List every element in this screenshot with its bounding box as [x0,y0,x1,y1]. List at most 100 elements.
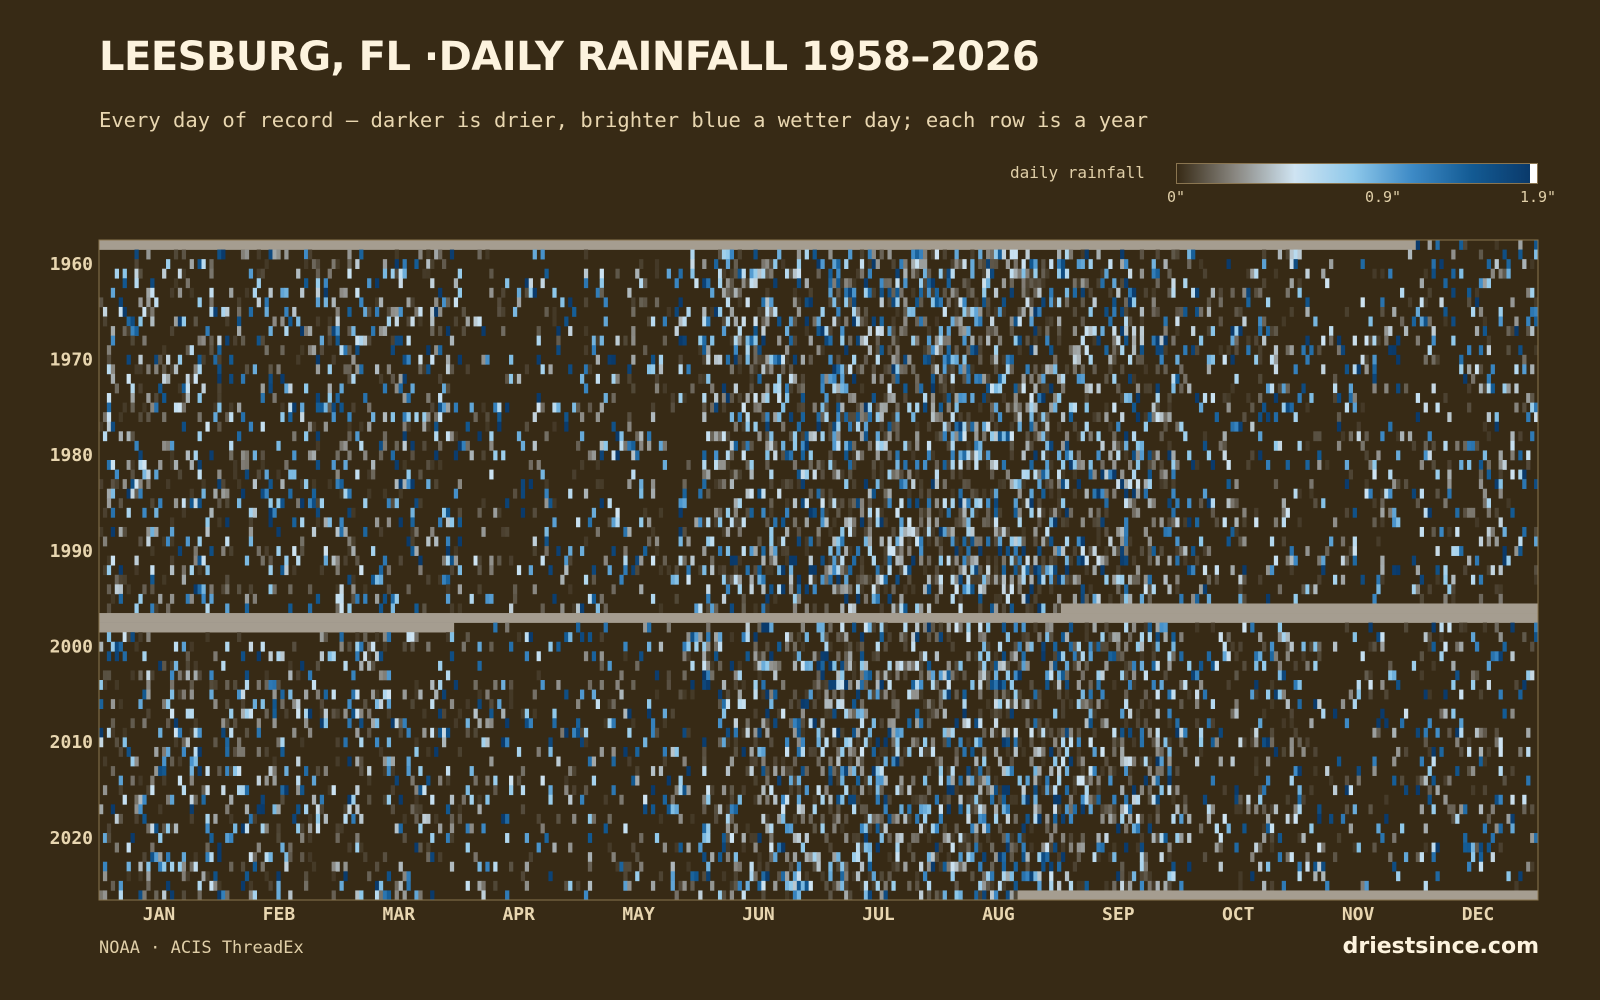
day-cell [800,479,805,489]
day-cell [832,460,837,470]
day-cell [1368,670,1373,681]
day-cell [260,383,265,394]
day-cell [169,593,175,604]
day-cell [978,718,983,729]
day-cell [118,641,123,652]
day-cell [288,316,293,327]
day-cell [1419,651,1424,662]
day-cell [1400,316,1405,327]
day-cell [1088,431,1093,442]
day-cell [1029,584,1034,595]
day-cell [725,574,731,585]
day-cell [1289,546,1294,556]
day-cell [1135,354,1141,365]
day-cell [828,526,833,537]
day-cell [832,555,837,566]
day-cell [1210,699,1216,709]
day-cell [189,259,194,269]
day-cell [1001,373,1007,384]
day-cell [1045,632,1050,643]
day-cell [765,727,770,738]
day-cell [1230,421,1235,432]
day-cell [449,364,455,375]
day-cell [497,412,502,423]
day-cell [213,402,218,413]
day-cell [402,354,407,365]
day-cell [386,632,392,643]
day-cell [142,507,147,518]
day-cell [1159,354,1164,365]
day-cell [394,335,399,346]
day-cell [540,249,545,260]
day-cell [532,689,537,700]
day-cell [1029,565,1034,576]
day-cell [986,249,991,260]
day-cell [1356,680,1361,690]
day-cell [844,278,849,289]
day-cell [1234,651,1239,662]
day-cell [950,727,955,738]
day-cell [556,680,561,690]
day-cell [1053,651,1058,662]
day-cell [288,469,293,480]
day-cell [1025,364,1030,375]
day-cell [733,507,738,518]
day-cell [966,651,971,662]
day-cell [1459,689,1464,700]
day-cell [351,326,356,336]
day-cell [1258,412,1263,423]
day-cell [1490,268,1495,279]
day-cell [229,287,234,298]
day-cell [1151,546,1156,556]
day-cell [1124,440,1129,451]
day-cell [130,469,135,480]
day-cell [1265,593,1271,604]
day-cell [1072,593,1078,604]
day-cell [1033,326,1038,336]
day-cell [280,373,285,384]
day-cell [1009,574,1014,585]
day-cell [576,699,581,709]
day-cell [970,584,975,595]
day-cell [836,268,841,279]
day-cell [579,737,585,748]
day-cell [828,249,833,260]
day-cell [319,708,325,719]
day-cell [1372,593,1377,604]
day-cell [824,737,829,748]
day-cell [773,440,778,451]
day-cell [938,335,943,346]
day-cell [911,660,916,671]
day-cell [268,680,273,690]
day-cell [363,593,368,604]
day-cell [615,431,620,442]
day-cell [1498,593,1503,604]
day-cell [1025,440,1030,451]
day-cell [169,670,175,681]
day-cell [962,373,967,384]
day-cell [714,431,719,442]
day-cell [1336,412,1342,423]
day-cell [714,354,719,365]
day-cell [1187,517,1192,528]
day-cell [410,546,415,556]
day-cell [761,507,766,518]
day-cell [225,316,230,327]
day-cell [1526,316,1531,327]
day-cell [1088,708,1093,719]
day-cell [1088,306,1093,317]
day-cell [1242,412,1247,423]
day-cell [1167,555,1172,566]
day-cell [978,498,983,509]
day-cell [1060,651,1066,662]
day-cell [339,479,344,489]
day-cell [1494,622,1499,633]
day-cell [1088,460,1093,470]
day-cell [1009,287,1014,298]
day-cell [761,335,766,346]
day-cell [982,450,987,461]
day-cell [1506,555,1511,566]
day-cell [1108,364,1113,375]
day-cell [702,670,707,681]
day-cell [1068,507,1074,518]
